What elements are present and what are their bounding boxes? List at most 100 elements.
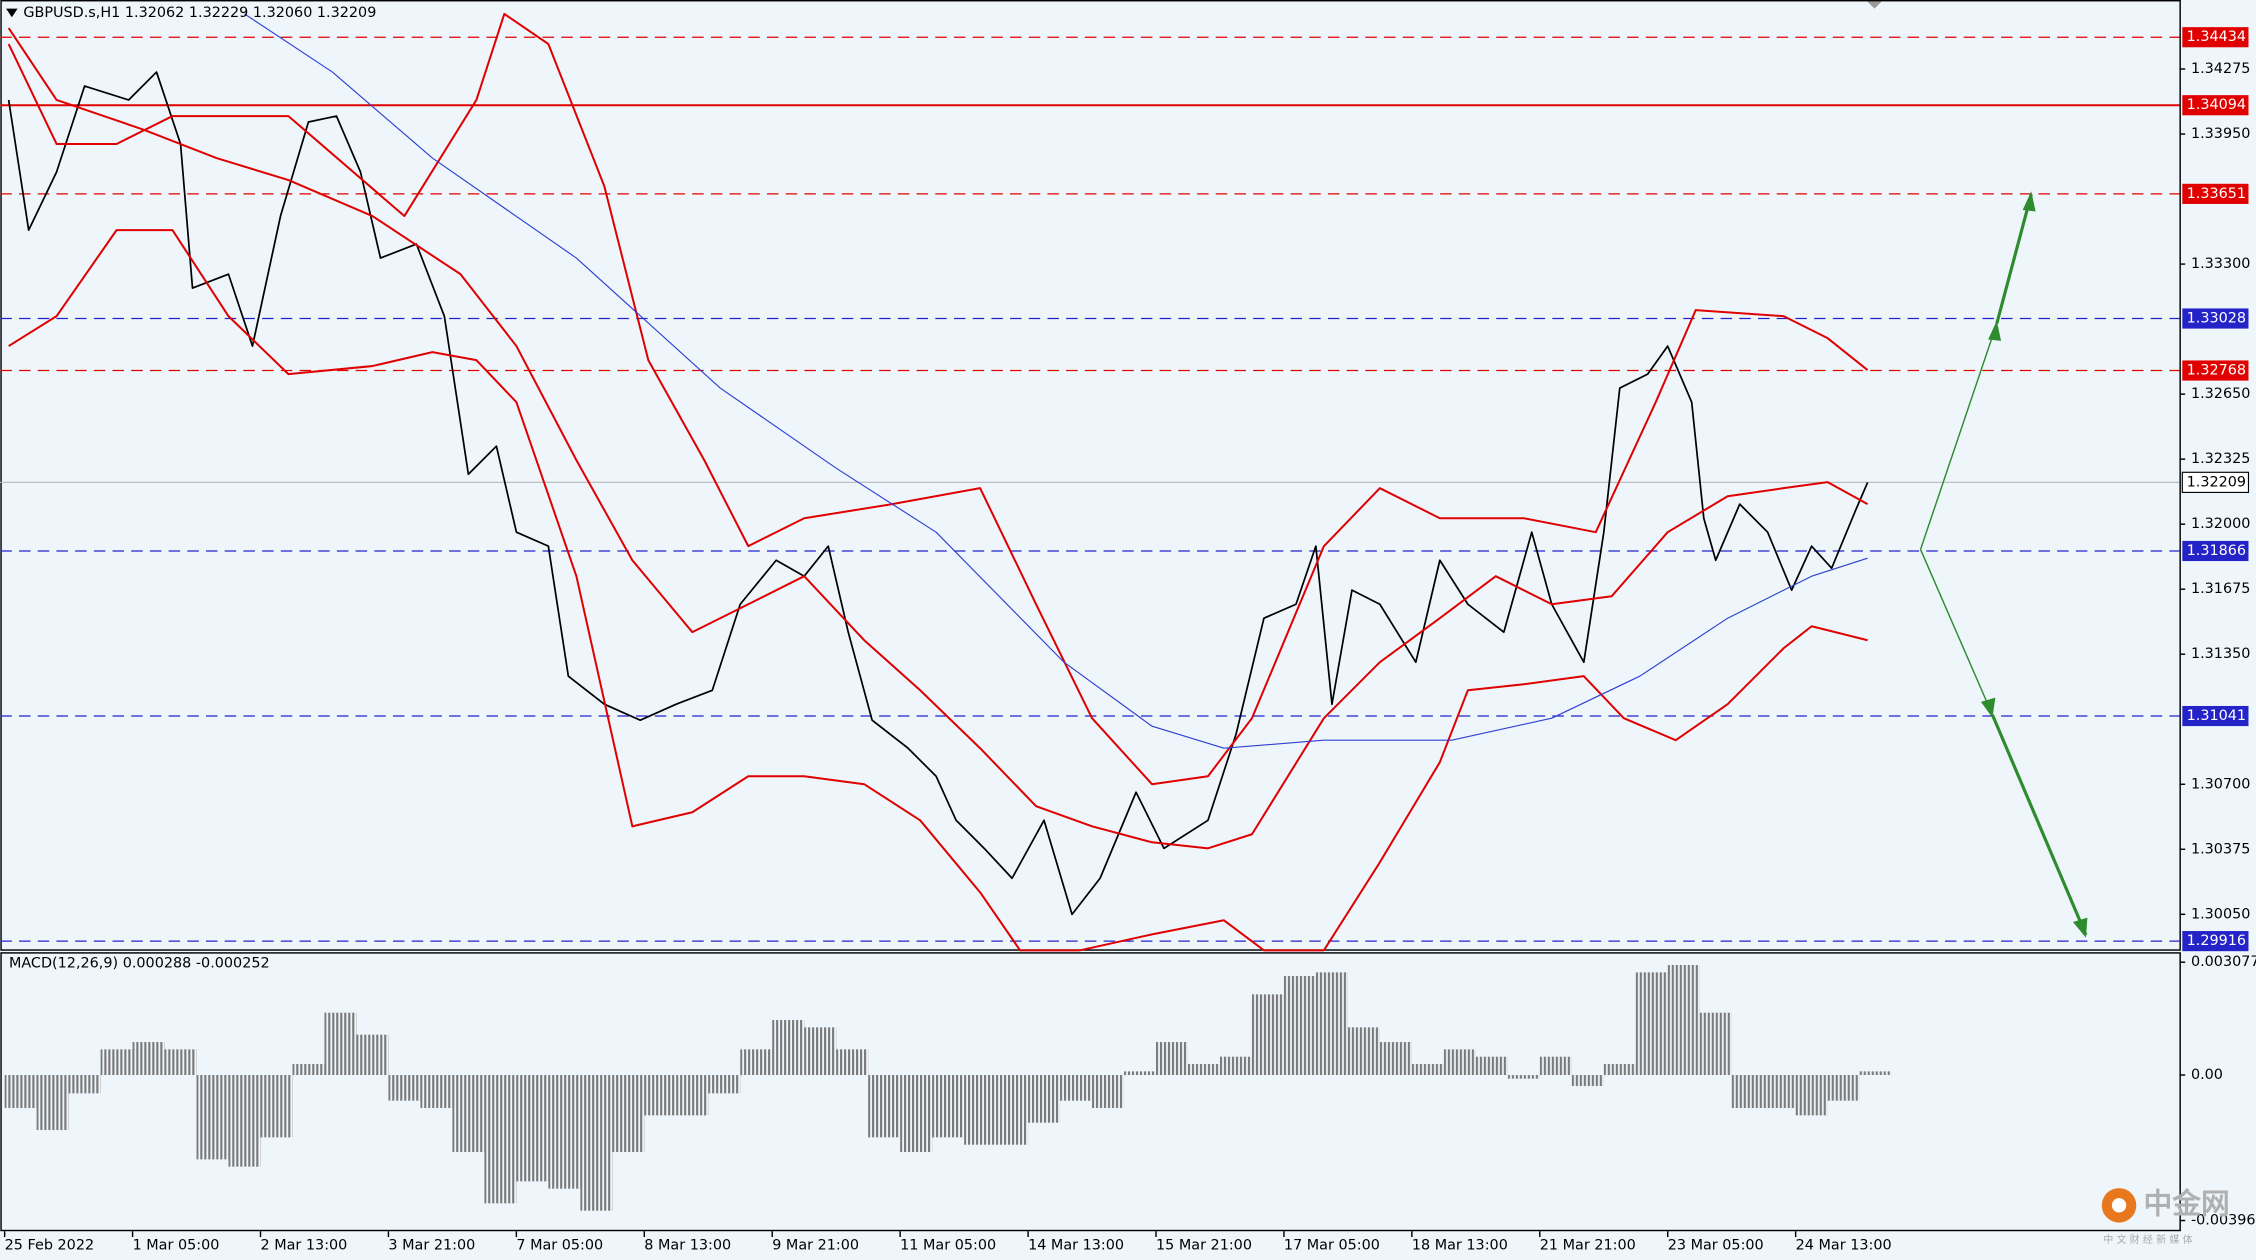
macd-bar xyxy=(1667,965,1700,1076)
macd-bar xyxy=(996,1075,1029,1145)
x-tick-label: 24 Mar 13:00 xyxy=(1796,1238,1892,1254)
y-tick-label: 1.33300 xyxy=(2191,256,2250,272)
macd-bar xyxy=(1539,1056,1572,1076)
x-tick-label: 11 Mar 05:00 xyxy=(900,1238,996,1254)
macd-bar xyxy=(260,1075,293,1138)
macd-bar xyxy=(1060,1075,1093,1101)
macd-bar xyxy=(1731,1075,1764,1109)
macd-bar xyxy=(964,1075,997,1145)
price-pane xyxy=(0,0,2181,951)
macd-bar xyxy=(1124,1071,1157,1076)
y-tick-label: 0.003077 xyxy=(2191,954,2256,970)
macd-bar xyxy=(1443,1049,1476,1076)
arrow-down-thin xyxy=(1919,549,1994,716)
macd-bar xyxy=(1635,972,1668,1076)
y-tick-label: -0.003968 xyxy=(2191,1213,2256,1229)
level-label: 1.32768 xyxy=(2187,363,2246,379)
arrow-up-thick xyxy=(1995,193,2033,325)
y-tick-label: 1.30700 xyxy=(2191,776,2250,792)
macd-bar xyxy=(356,1034,389,1076)
macd-bar xyxy=(1475,1056,1508,1076)
macd-bar xyxy=(868,1075,901,1138)
y-tick-label: 1.34275 xyxy=(2191,61,2250,77)
arrow-head xyxy=(2073,917,2088,938)
level-label-box xyxy=(2182,95,2249,116)
macd-bar xyxy=(420,1075,453,1109)
macd-bar xyxy=(1028,1075,1061,1123)
last-price-label: 1.32209 xyxy=(2187,474,2246,490)
x-tick-label: 9 Mar 21:00 xyxy=(772,1238,859,1254)
macd-bar xyxy=(164,1049,197,1076)
x-tick-label: 17 Mar 05:00 xyxy=(1284,1238,1380,1254)
level-label-box xyxy=(2182,27,2249,48)
watermark-sub: 中 文 财 经 新 媒 体 xyxy=(2103,1233,2192,1246)
macd-bar xyxy=(708,1075,741,1094)
x-tick-label: 7 Mar 05:00 xyxy=(516,1238,603,1254)
level-label: 1.31866 xyxy=(2187,543,2246,559)
collapse-icon[interactable] xyxy=(6,8,18,18)
shift-marker xyxy=(1867,1,1882,9)
macd-bar xyxy=(1763,1075,1796,1109)
macd-bar xyxy=(1283,976,1316,1076)
macd-bar xyxy=(1699,1012,1732,1076)
macd-bar xyxy=(900,1075,933,1153)
macd-bar xyxy=(1347,1027,1380,1076)
macd-bar xyxy=(644,1075,677,1116)
macd-bar xyxy=(612,1075,645,1153)
x-tick-label: 18 Mar 13:00 xyxy=(1412,1238,1508,1254)
macd-bar xyxy=(1156,1042,1188,1076)
macd-bar xyxy=(1251,994,1284,1076)
y-tick-label: 1.32325 xyxy=(2191,451,2250,467)
level-label: 1.33028 xyxy=(2187,311,2246,327)
x-tick-label: 21 Mar 21:00 xyxy=(1540,1238,1636,1254)
macd-bar xyxy=(1827,1075,1860,1101)
level-label-box xyxy=(2182,705,2249,727)
macd-bar xyxy=(452,1075,485,1153)
x-tick-label: 8 Mar 13:00 xyxy=(644,1238,731,1254)
level-label-box xyxy=(2182,360,2249,381)
arrow-head xyxy=(2022,191,2036,212)
watermark: 中金网 xyxy=(2143,1186,2229,1220)
x-tick-label: 23 Mar 05:00 xyxy=(1668,1238,1764,1254)
macd-bar xyxy=(1795,1075,1828,1116)
macd-bar xyxy=(36,1075,69,1131)
arrow-down-thick xyxy=(1990,714,2088,936)
macd-bar xyxy=(196,1075,229,1160)
series-line xyxy=(7,27,1869,850)
macd-bar xyxy=(740,1049,773,1076)
x-tick-label: 15 Mar 21:00 xyxy=(1156,1238,1252,1254)
level-label: 1.34434 xyxy=(2187,29,2246,45)
y-tick-label: 1.30375 xyxy=(2191,841,2250,857)
series-line xyxy=(244,13,1868,749)
x-tick-label: 3 Mar 21:00 xyxy=(388,1238,475,1254)
macd-bar xyxy=(1571,1075,1604,1087)
level-label-box xyxy=(2182,931,2249,952)
macd-bar xyxy=(324,1012,357,1076)
macd-title: MACD(12,26,9) 0.000288 -0.000252 xyxy=(9,956,270,972)
macd-bar xyxy=(516,1075,549,1182)
macd-bar xyxy=(580,1075,613,1211)
level-label-box xyxy=(2182,183,2249,204)
x-tick-label: 25 Feb 2022 xyxy=(5,1238,94,1254)
x-tick-label: 2 Mar 13:00 xyxy=(261,1238,348,1254)
level-label: 1.31041 xyxy=(2187,708,2246,724)
level-label: 1.33651 xyxy=(2187,186,2246,202)
plot: 1.34275 1.33950 1.33300 1.32650 1.32325 1.320… xyxy=(0,12,2256,1254)
series-line xyxy=(7,71,1869,916)
macd-bar xyxy=(1859,1071,1892,1076)
arrow-up-thin xyxy=(1919,323,1998,550)
y-tick-label: 0.00 xyxy=(2191,1067,2223,1083)
level-label-box xyxy=(2182,308,2249,329)
macd-bar xyxy=(1507,1075,1540,1079)
macd-bar xyxy=(1092,1075,1125,1109)
chart-title: GBPUSD.s,H1 1.32062 1.32229 1.32060 1.32… xyxy=(23,5,376,21)
projection-arrows xyxy=(1919,191,2088,938)
macd-bar xyxy=(1219,1056,1252,1076)
macd-bar xyxy=(1187,1064,1220,1076)
y-tick-label: 1.31350 xyxy=(2191,646,2250,662)
y-tick-label: 1.32650 xyxy=(2191,386,2250,402)
level-label-box xyxy=(2182,540,2249,562)
macd-bar xyxy=(484,1075,517,1204)
